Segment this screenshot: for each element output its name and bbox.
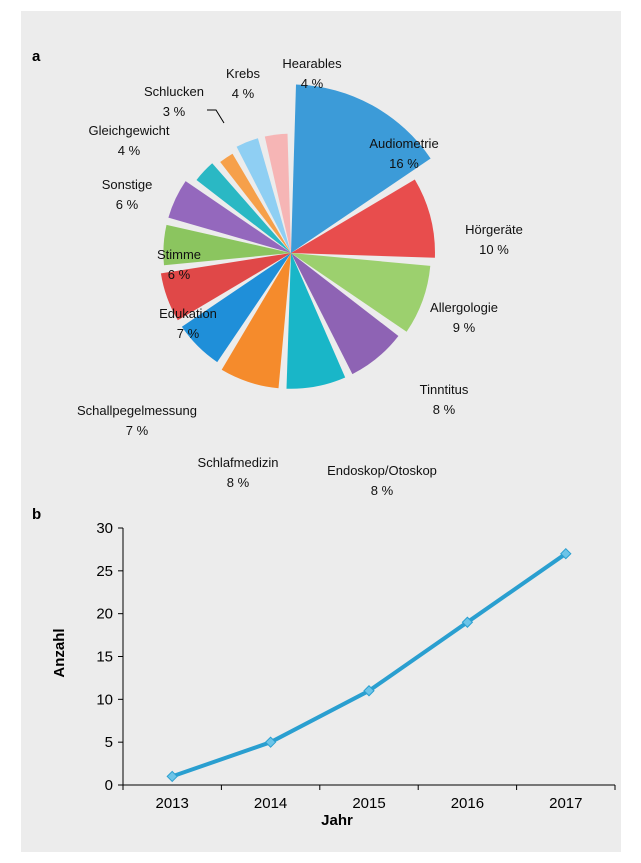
pie-slice-allergologie bbox=[291, 253, 431, 332]
leader-line-schlucken bbox=[207, 109, 225, 124]
data-point bbox=[166, 770, 178, 783]
slice-percent-horgerate: 10 % bbox=[479, 242, 509, 257]
pie-slice-schlafmedizin bbox=[221, 253, 291, 389]
slice-percent-schlafmedizin: 8 % bbox=[227, 475, 250, 490]
y-tick-label: 5 bbox=[105, 734, 113, 751]
pie-slice-hearables bbox=[264, 133, 291, 253]
slice-name-schallpegelmessung: Schallpegelmessung bbox=[77, 403, 197, 418]
slice-name-endoskop-otoskop: Endoskop/Otoskop bbox=[327, 463, 437, 478]
slice-name-krebs: Krebs bbox=[226, 66, 260, 81]
y-tick-label: 20 bbox=[96, 606, 113, 623]
pie-slice-endoskop-otoskop bbox=[286, 253, 346, 389]
x-tick-label: 2013 bbox=[156, 795, 189, 812]
x-axis-label: Jahr bbox=[321, 812, 353, 829]
pie-slice-tinntitus bbox=[291, 253, 399, 375]
pie-slice-sonstige bbox=[168, 181, 291, 253]
figure-panel: a Audiometrie 16 % Hörgeräte 10 % Allergolog… bbox=[21, 11, 621, 852]
y-tick-label: 0 bbox=[105, 777, 113, 794]
pie-slice-gleichgewicht bbox=[196, 163, 291, 253]
slice-name-horgerate: Hörgeräte bbox=[465, 222, 523, 237]
pie-chart bbox=[160, 84, 435, 389]
slice-percent-audiometrie: 16 % bbox=[389, 156, 419, 171]
x-tick-label: 2016 bbox=[451, 795, 484, 812]
line-chart: 0 5 10 15 20 25 30 2013 2014 2015 2016 2017 Jahr A… bbox=[51, 520, 616, 829]
pie-labels: Audiometrie 16 % Hörgeräte 10 % Allergologie… bbox=[77, 56, 523, 498]
slice-name-sonstige: Sonstige bbox=[102, 177, 153, 192]
slice-percent-endoskop-otoskop: 8 % bbox=[371, 483, 394, 498]
slice-percent-krebs: 4 % bbox=[232, 86, 255, 101]
slice-name-allergologie: Allergologie bbox=[430, 300, 498, 315]
data-point bbox=[461, 616, 474, 628]
slice-percent-edukation: 7 % bbox=[177, 326, 200, 341]
slice-percent-sonstige: 6 % bbox=[116, 197, 139, 212]
x-tick-label: 2015 bbox=[352, 795, 385, 812]
slice-name-hearables: Hearables bbox=[282, 56, 342, 71]
pie-slice-stimme bbox=[163, 224, 291, 266]
x-tick-label: 2014 bbox=[254, 795, 287, 812]
pie-slice-edukation bbox=[160, 253, 291, 321]
y-tick-label: 25 bbox=[96, 563, 113, 580]
pie-slice-schallpegelmessung bbox=[181, 253, 291, 363]
slice-percent-allergologie: 9 % bbox=[453, 320, 476, 335]
x-tick-label: 2017 bbox=[549, 795, 582, 812]
y-axis-label: Anzahl bbox=[51, 628, 68, 677]
slice-percent-hearables: 4 % bbox=[301, 76, 324, 91]
y-ticks: 0 5 10 15 20 25 30 bbox=[96, 520, 123, 794]
pie-slice-horgerate bbox=[291, 179, 435, 258]
pie-slice-schlucken bbox=[220, 153, 291, 253]
panel-b-label: b bbox=[32, 506, 41, 523]
slice-name-edukation: Edukation bbox=[159, 306, 217, 321]
figure-svg: a Audiometrie 16 % Hörgeräte 10 % Allergolog… bbox=[32, 48, 616, 829]
pie-slice-krebs bbox=[236, 138, 291, 253]
y-tick-label: 15 bbox=[96, 649, 113, 666]
slice-name-schlafmedizin: Schlafmedizin bbox=[198, 455, 279, 470]
y-tick-label: 10 bbox=[96, 691, 113, 708]
panel-a-label: a bbox=[32, 48, 41, 65]
data-point bbox=[264, 736, 277, 748]
slice-name-gleichgewicht: Gleichgewicht bbox=[89, 123, 170, 138]
slice-name-tinntitus: Tinntitus bbox=[420, 382, 469, 397]
slice-name-stimme: Stimme bbox=[157, 247, 201, 262]
y-tick-label: 30 bbox=[96, 520, 113, 537]
slice-percent-gleichgewicht: 4 % bbox=[118, 143, 141, 158]
slice-percent-schallpegelmessung: 7 % bbox=[126, 423, 149, 438]
series-group bbox=[166, 547, 572, 783]
data-point bbox=[560, 547, 572, 560]
series-line bbox=[171, 552, 567, 779]
slice-name-schlucken: Schlucken bbox=[144, 84, 204, 99]
pie-slice-audiometrie bbox=[291, 84, 431, 253]
slice-percent-stimme: 6 % bbox=[168, 267, 191, 282]
x-ticks: 2013 2014 2015 2016 2017 bbox=[122, 785, 616, 812]
slice-percent-tinntitus: 8 % bbox=[433, 402, 456, 417]
data-point bbox=[363, 685, 375, 697]
slice-percent-schlucken: 3 % bbox=[163, 104, 186, 119]
slice-name-audiometrie: Audiometrie bbox=[369, 136, 438, 151]
